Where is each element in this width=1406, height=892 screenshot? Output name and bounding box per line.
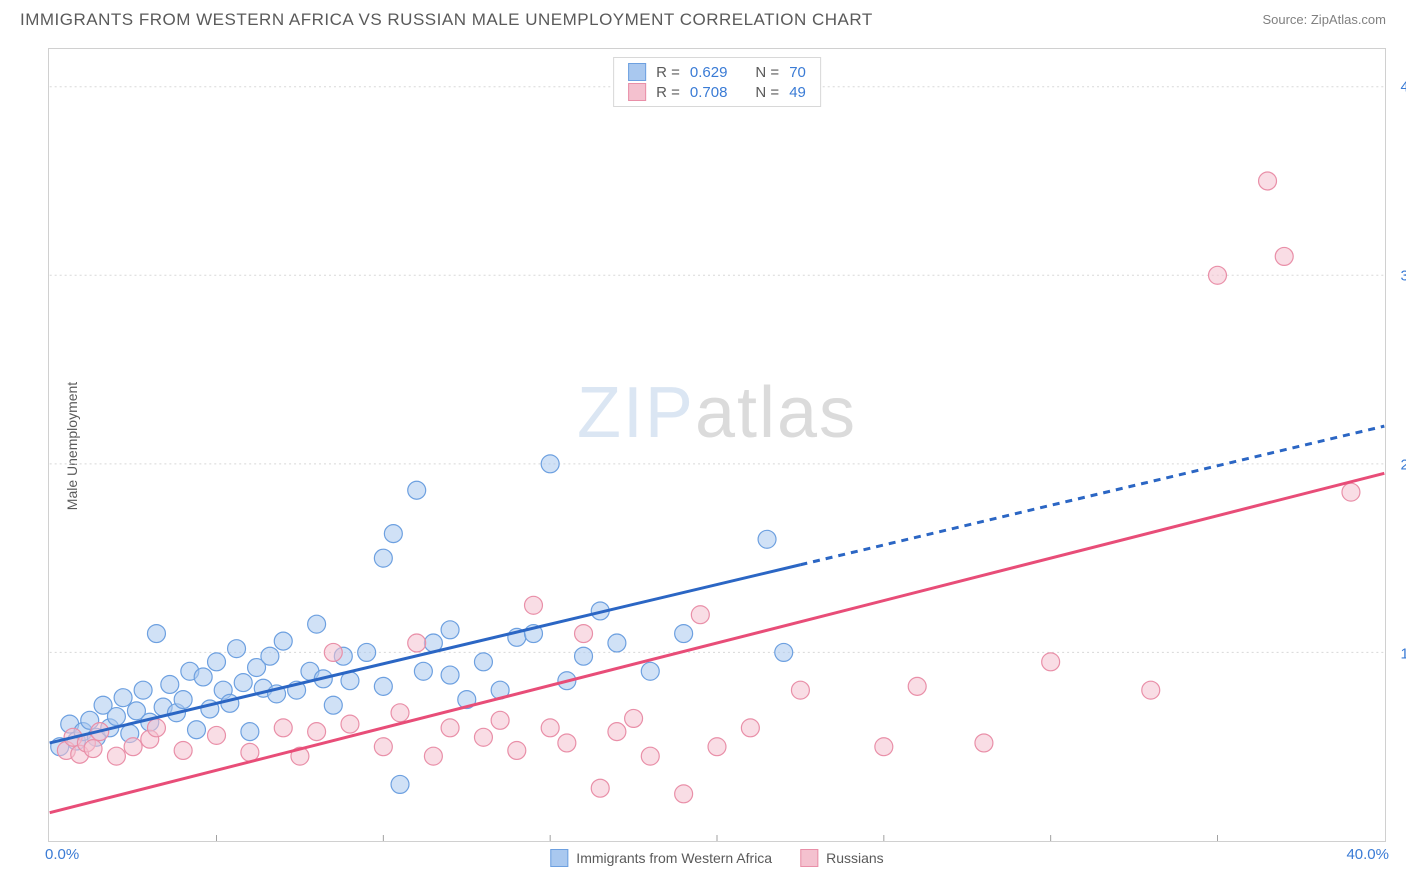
legend-swatch-series-a bbox=[628, 63, 646, 81]
legend-item-series-a: Immigrants from Western Africa bbox=[550, 849, 772, 867]
legend-swatch-series-a bbox=[550, 849, 568, 867]
r-label: R = bbox=[656, 84, 680, 101]
n-value: 49 bbox=[789, 84, 806, 101]
y-axis-tick: 40.0% bbox=[1400, 78, 1406, 95]
bottom-legend: Immigrants from Western Africa Russians bbox=[550, 849, 883, 867]
legend-label: Immigrants from Western Africa bbox=[576, 850, 772, 866]
r-value: 0.708 bbox=[690, 84, 728, 101]
x-axis-tick-max: 40.0% bbox=[1346, 846, 1389, 863]
r-label: R = bbox=[656, 64, 680, 81]
y-axis-tick: 10.0% bbox=[1400, 645, 1406, 662]
scatter-plot-svg bbox=[49, 49, 1385, 841]
source-prefix: Source: bbox=[1262, 12, 1310, 27]
source-name: ZipAtlas.com bbox=[1311, 12, 1386, 27]
stats-legend-row: R = 0.708 N = 49 bbox=[628, 82, 806, 102]
x-axis-tick-min: 0.0% bbox=[45, 846, 79, 863]
legend-label: Russians bbox=[826, 850, 884, 866]
chart-area: ZIPatlas R = 0.629 N = 70 R = 0.708 N = … bbox=[48, 48, 1386, 842]
stats-legend: R = 0.629 N = 70 R = 0.708 N = 49 bbox=[613, 57, 821, 107]
y-axis-tick: 20.0% bbox=[1400, 456, 1406, 473]
source-attribution: Source: ZipAtlas.com bbox=[1262, 11, 1386, 29]
stats-legend-row: R = 0.629 N = 70 bbox=[628, 62, 806, 82]
n-label: N = bbox=[755, 84, 779, 101]
n-value: 70 bbox=[789, 64, 806, 81]
r-value: 0.629 bbox=[690, 64, 728, 81]
legend-swatch-series-b bbox=[628, 83, 646, 101]
chart-title: IMMIGRANTS FROM WESTERN AFRICA VS RUSSIA… bbox=[20, 10, 873, 30]
legend-item-series-b: Russians bbox=[800, 849, 884, 867]
y-axis-tick: 30.0% bbox=[1400, 267, 1406, 284]
legend-swatch-series-b bbox=[800, 849, 818, 867]
n-label: N = bbox=[755, 64, 779, 81]
